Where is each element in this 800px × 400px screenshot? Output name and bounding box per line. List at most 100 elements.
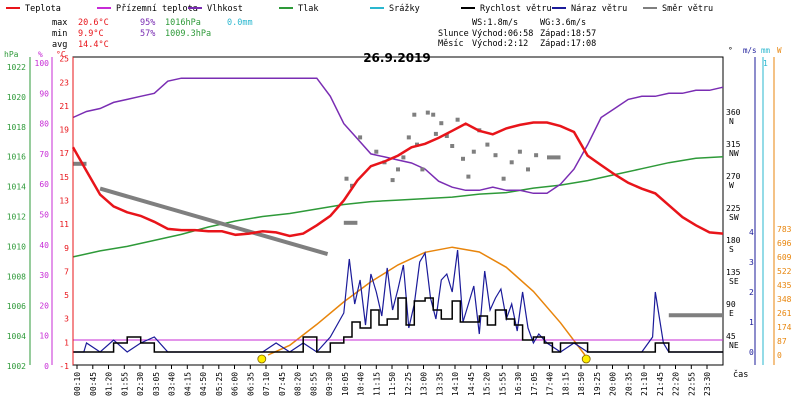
w-tick-label: 0 <box>777 351 782 360</box>
sun-set: Západ:18:57 <box>540 29 596 39</box>
wind-direction-point <box>450 144 455 148</box>
stat-max-rain: 0.0mm <box>227 18 253 28</box>
x-tick-label: 22:55 <box>687 372 696 396</box>
wind-direction-point <box>412 112 417 117</box>
wind-direction-point <box>509 160 514 165</box>
x-tick-label: 00:45 <box>89 372 98 396</box>
wind-direction-point <box>406 135 411 140</box>
pct-tick-label: 10 <box>39 332 49 341</box>
chart-title: 26.9.2019 <box>363 51 431 65</box>
temp-axis-title: °C <box>56 50 66 59</box>
hpa-tick-label: 1010 <box>7 242 26 251</box>
stat-min-label: min <box>52 29 67 39</box>
ms-tick-label: 3 <box>749 258 754 267</box>
w-tick-label: 783 <box>777 225 792 234</box>
dir-tick-label: 180 <box>726 236 741 245</box>
hpa-tick-label: 1016 <box>7 153 26 162</box>
wind-direction-point <box>390 178 395 183</box>
pct-tick-label: 60 <box>39 180 49 189</box>
x-tick-label: 14:10 <box>451 372 460 396</box>
x-tick-label: 01:55 <box>120 372 129 396</box>
stat-min-temp: 9.9°C <box>78 29 104 39</box>
stat-max-press: 1016hPa <box>165 18 201 28</box>
pct-tick-label: 80 <box>39 120 49 129</box>
temp-tick-label: 9 <box>64 244 69 253</box>
x-tick-label: 17:40 <box>546 372 555 396</box>
legend-label: Srážky <box>389 4 420 14</box>
x-tick-label: 12:25 <box>404 372 413 396</box>
x-tick-label: 03:05 <box>152 372 161 396</box>
x-tick-label: 04:15 <box>183 372 192 396</box>
pct-tick-label: 40 <box>39 241 49 250</box>
x-tick-label: 04:50 <box>199 372 208 396</box>
x-tick-label: 11:50 <box>388 372 397 396</box>
hpa-tick-label: 1002 <box>7 362 26 371</box>
x-tick-label: 23:30 <box>703 372 712 396</box>
x-tick-label: 03:40 <box>168 372 177 396</box>
wind-direction-point <box>396 167 400 172</box>
legend-label: Tlak <box>298 4 318 14</box>
x-tick-label: 07:10 <box>262 372 271 396</box>
ms-tick-label: 1 <box>749 318 754 327</box>
stat-max-hum: 95% <box>140 18 155 28</box>
ms-tick-label: 2 <box>749 288 754 297</box>
temp-tick-label: 1 <box>64 338 69 347</box>
wind-direction-point <box>374 149 379 154</box>
dir-cardinal-label: NW <box>729 149 739 158</box>
wind-direction-point <box>433 131 438 136</box>
sun-marker-icon <box>581 354 591 364</box>
wind-direction-point <box>493 153 498 158</box>
w-tick-label: 174 <box>777 323 792 332</box>
temp-tick-label: 7 <box>64 267 69 276</box>
hpa-tick-label: 1004 <box>7 332 26 341</box>
x-tick-label: 06:00 <box>231 372 240 396</box>
dir-tick-label: 135 <box>726 268 741 277</box>
x-tick-label: 21:10 <box>640 372 649 396</box>
dir-tick-label: 45 <box>726 332 736 341</box>
wind-direction-point <box>431 112 436 117</box>
wind-direction-point <box>501 176 506 181</box>
x-tick-label: 10:40 <box>357 372 366 396</box>
axes-layer: 00:10 00:45 01:20 01:55 02:30 03:05 03:40 04:15… <box>4 46 792 396</box>
x-tick-label: 13:00 <box>420 372 429 396</box>
wind-direction-point <box>420 167 425 172</box>
temperature-line <box>71 121 724 238</box>
wind-direction-point <box>344 176 349 181</box>
wind-speed-stat: WS:1.8m/s <box>472 18 518 28</box>
x-tick-label: 10:05 <box>341 372 350 396</box>
pct-axis-title: % <box>38 50 43 59</box>
temp-tick-label: 15 <box>59 173 69 182</box>
x-tick-label: 14:45 <box>467 372 476 396</box>
wind-direction-point <box>358 135 363 140</box>
moon-set: Západ:17:08 <box>540 39 596 49</box>
legend-label: Rychlost větru <box>480 4 552 14</box>
ms-tick-label: 0 <box>749 348 754 357</box>
x-tick-label: 15:55 <box>498 372 507 396</box>
stat-min-hum: 57% <box>140 29 155 39</box>
legend-label: Směr větru <box>662 4 713 14</box>
hpa-tick-label: 1018 <box>7 123 26 132</box>
x-tick-label: 09:30 <box>325 372 334 396</box>
legend: Teplota Přízemní teplota Vlhkost Tlak Srážky… <box>6 4 713 14</box>
x-tick-label: 08:55 <box>309 372 318 396</box>
x-tick-label: 20:35 <box>624 372 633 396</box>
moon-label: Měsíc <box>438 39 464 49</box>
dir-tick-label: 360 <box>726 108 741 117</box>
wind-direction-point <box>455 117 460 122</box>
hpa-tick-label: 1014 <box>7 183 26 192</box>
dir-tick-label: 225 <box>726 204 741 213</box>
wind-speed-line <box>73 297 723 353</box>
pct-tick-label: 30 <box>39 271 49 280</box>
temp-tick-label: 19 <box>59 126 69 135</box>
temp-tick-label: 23 <box>59 78 69 87</box>
wind-gust-stat: WG:3.6m/s <box>540 18 586 28</box>
stat-max-temp: 20.6°C <box>78 18 109 28</box>
hpa-axis-title: hPa <box>4 50 19 59</box>
wind-direction-point <box>461 156 465 161</box>
x-tick-label: 01:20 <box>105 372 114 396</box>
mm-tick-label: 1 <box>763 59 768 68</box>
x-tick-label: 19:25 <box>593 372 602 396</box>
legend-label: Náraz větru <box>571 4 627 14</box>
wind-direction-point <box>534 153 539 158</box>
ms-axis-title: m/s <box>743 46 757 55</box>
